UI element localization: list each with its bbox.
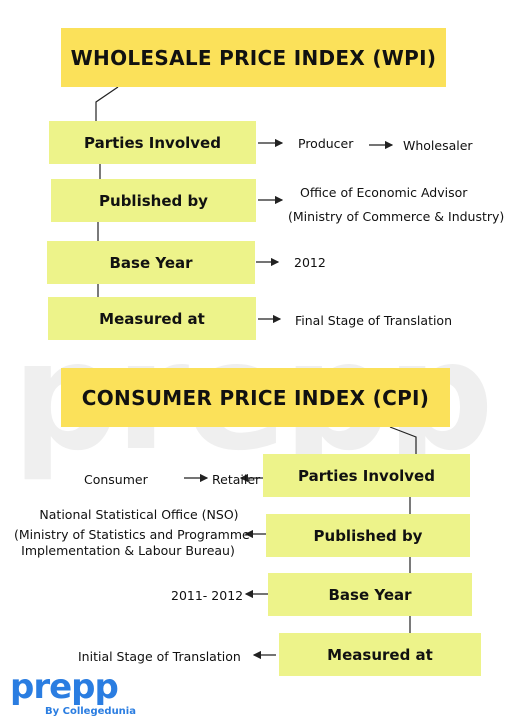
cpi-title-connector [389, 426, 417, 454]
cpi-measured-at-value: Initial Stage of Translation [78, 649, 241, 664]
cpi-title: CONSUMER PRICE INDEX (CPI) [61, 368, 450, 427]
prepp-logo-subtitle: By Collegedunia [45, 706, 136, 717]
wpi-producer-text: Producer [298, 136, 354, 151]
cpi-consumer-text: Consumer [84, 472, 148, 487]
cpi-base-year-box: Base Year [268, 573, 472, 616]
cpi-publisher-line3: Implementation & Labour Bureau) [21, 543, 235, 558]
cpi-base-year-value: 2011- 2012 [171, 588, 244, 603]
wpi-title: WHOLESALE PRICE INDEX (WPI) [61, 28, 446, 87]
prepp-logo-word: prepp [10, 667, 119, 707]
cpi-publisher-line1: National Statistical Office (NSO) [39, 507, 239, 522]
cpi-publisher-line2: (Ministry of Statistics and Programme [14, 527, 250, 542]
wpi-measured-at-value: Final Stage of Translation [295, 313, 453, 328]
wpi-publisher-line1: Office of Economic Advisor [300, 185, 468, 200]
cpi-published-by-box: Published by [266, 514, 470, 557]
prepp-logo: prepp By Collegedunia [10, 670, 136, 717]
cpi-measured-at-box: Measured at [279, 633, 481, 676]
cpi-parties-involved-box: Parties Involved [263, 454, 470, 497]
wpi-measured-at-box: Measured at [48, 297, 256, 340]
cpi-retailer-text: Retailer [212, 472, 261, 487]
wpi-title-connector [95, 86, 119, 121]
wpi-wholesaler-text: Wholesaler [403, 138, 473, 153]
wpi-base-year-box: Base Year [47, 241, 255, 284]
wpi-publisher-line2: (Ministry of Commerce & Industry) [288, 209, 505, 224]
wpi-published-by-box: Published by [51, 179, 256, 222]
wpi-parties-involved-box: Parties Involved [49, 121, 256, 164]
wpi-base-year-value: 2012 [294, 255, 326, 270]
